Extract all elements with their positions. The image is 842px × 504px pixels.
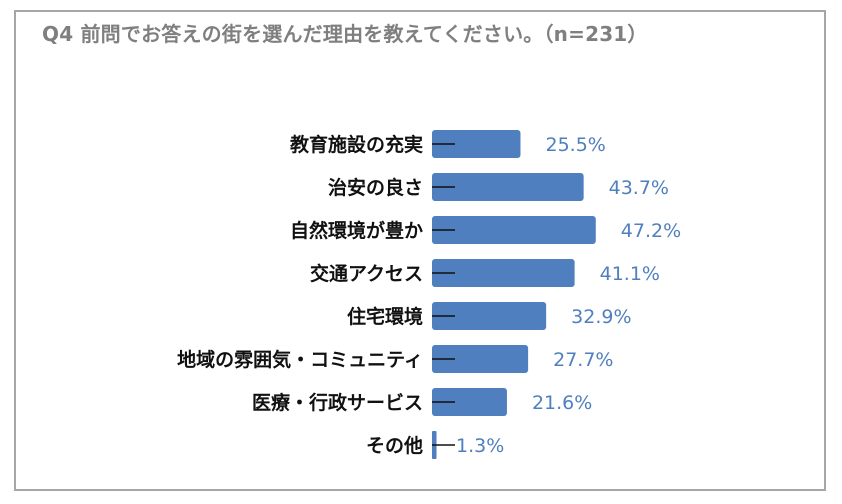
data-label: 47.2% [621, 220, 681, 242]
bar [432, 345, 529, 373]
category-label: 医療・行政サービス [252, 391, 423, 414]
bar [432, 173, 584, 201]
category-label: 住宅環境 [347, 305, 423, 328]
chart-frame [14, 10, 826, 491]
bar [432, 216, 596, 244]
category-label: その他 [366, 434, 423, 457]
data-label: 1.3% [456, 435, 504, 457]
data-label: 43.7% [609, 177, 669, 199]
category-label: 交通アクセス [310, 262, 423, 285]
data-label: 25.5% [545, 134, 605, 156]
category-label: 自然環境が豊か [290, 219, 423, 242]
bar [432, 259, 575, 287]
chart-title: Q4 前問でお答えの街を選んだ理由を教えてください。（n=231） [42, 22, 648, 46]
data-label: 21.6% [532, 392, 592, 414]
data-label: 32.9% [571, 306, 631, 328]
category-label: 地域の雰囲気・コミュニティ [177, 348, 423, 371]
bar [432, 302, 547, 330]
data-label: 27.7% [553, 349, 613, 371]
category-label: 教育施設の充実 [290, 133, 423, 156]
data-label: 41.1% [600, 263, 660, 285]
bar [432, 388, 507, 416]
category-label: 治安の良さ [328, 176, 423, 199]
bar [432, 130, 521, 158]
